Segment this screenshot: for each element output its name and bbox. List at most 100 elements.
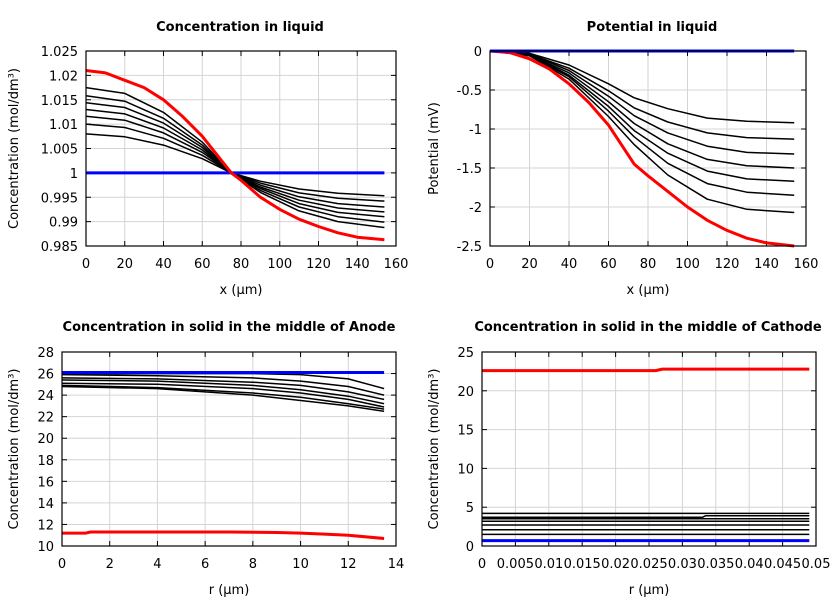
series-line-3 [85, 101, 385, 218]
plot-frame [85, 50, 397, 247]
plot-frame [489, 50, 807, 247]
series-line-4 [85, 108, 385, 213]
x-tick-label: 8 [249, 557, 257, 572]
x-tick-label: 100 [267, 257, 292, 272]
x-tick-label: 0.005 [497, 557, 534, 572]
y-tick-label: 28 [37, 346, 54, 361]
y-tick-label: 0.995 [41, 191, 78, 206]
x-tick-label: 120 [715, 257, 740, 272]
x-tick-label: 6 [201, 557, 209, 572]
chart-title: Concentration in solid in the middle of … [63, 320, 396, 335]
x-tick-label: 80 [233, 257, 250, 272]
y-tick-label: -1 [469, 123, 482, 138]
x-tick-label: 0.02 [601, 557, 630, 572]
subplot-2: 0 20 40 60 80 100 120 140 160 -2.5 -2 -1.5 -1 -0.5 0 Po… [427, 20, 818, 298]
x-tick-label: 10 [292, 557, 309, 572]
y-tick-label: 0 [466, 540, 474, 555]
y-tick-label: 1.005 [41, 143, 78, 158]
subplot-1: 0 20 40 60 80 100 120 140 160 0.985 0.99 0.995 1 1.00… [7, 20, 408, 298]
x-tick-label: 4 [153, 557, 161, 572]
x-tick-label: 80 [640, 257, 657, 272]
x-tick-label: 0.045 [764, 557, 801, 572]
series-line-9 [85, 69, 385, 242]
y-tick-label: 10 [37, 540, 54, 555]
subplot-4: 0 0.005 0.01 0.015 0.02 0.025 0.03 0.035 0.04 0.0… [427, 320, 830, 598]
chart-title: Concentration in liquid [156, 20, 324, 35]
y-axis-label: Potential (mV) [427, 102, 442, 195]
y-tick-label: -1.5 [457, 162, 482, 177]
series-line-2 [482, 514, 810, 519]
y-tick-label: 0.985 [41, 240, 78, 255]
x-tick-label: 12 [340, 557, 357, 572]
x-tick-label: 60 [600, 257, 617, 272]
series-line-2 [489, 50, 795, 140]
series-line-7 [85, 133, 385, 197]
x-tick-label: 60 [194, 257, 211, 272]
x-axis-label: r (µm) [209, 583, 250, 598]
y-axis-label: Concentration (mol/dm³) [7, 68, 22, 229]
series-line-8 [489, 49, 795, 248]
y-tick-label: 1.02 [49, 69, 78, 84]
series-line-1 [85, 86, 385, 229]
x-axis-label: x (µm) [220, 283, 263, 298]
x-tick-label: 0.035 [697, 557, 734, 572]
x-tick-label: 160 [384, 257, 409, 272]
x-tick-label: 0 [58, 557, 66, 572]
x-tick-label: 2 [106, 557, 114, 572]
series-line-7 [489, 50, 795, 214]
x-tick-label: 20 [521, 257, 538, 272]
x-tick-label: 0.015 [564, 557, 601, 572]
x-tick-label: 0.01 [534, 557, 563, 572]
y-tick-label: -2.5 [457, 240, 482, 255]
x-tick-label: 14 [388, 557, 405, 572]
plot-frame [61, 351, 397, 547]
x-tick-label: 20 [116, 257, 133, 272]
x-tick-label: 160 [794, 257, 819, 272]
series-line-5 [61, 382, 385, 408]
x-tick-label: 0.025 [630, 557, 667, 572]
y-axis-label: Concentration (mol/dm³) [7, 369, 22, 530]
y-tick-label: 0 [474, 45, 482, 60]
series-line-6 [489, 50, 795, 197]
series-line-7 [61, 385, 385, 413]
chart-title: Concentration in solid in the middle of … [474, 320, 822, 335]
subplot-3: 0 2 4 6 8 10 12 1410121416182022242628Concentra… [7, 320, 404, 598]
y-tick-label: 20 [37, 432, 54, 447]
x-tick-label: 0 [486, 257, 494, 272]
y-tick-label: 24 [37, 389, 54, 404]
series-line-3 [61, 377, 385, 401]
series-line-6 [61, 384, 385, 410]
y-tick-label: 14 [37, 497, 54, 512]
series-line-3 [489, 50, 795, 155]
plot-frame [481, 351, 817, 547]
y-tick-label: 1 [70, 167, 78, 182]
x-tick-label: 0.05 [802, 557, 831, 572]
x-tick-label: 40 [155, 257, 172, 272]
y-tick-label: 15 [457, 424, 474, 439]
y-tick-label: 5 [466, 501, 474, 516]
x-tick-label: 120 [306, 257, 331, 272]
y-tick-label: 26 [37, 368, 54, 383]
y-tick-label: 12 [37, 518, 54, 533]
x-tick-label: 0 [478, 557, 486, 572]
chart-title: Potential in liquid [587, 20, 718, 35]
series-line-9 [482, 367, 810, 373]
x-tick-label: 0.03 [668, 557, 697, 572]
series-line-9 [62, 530, 385, 540]
series-line-6 [85, 123, 385, 202]
x-tick-label: 140 [345, 257, 370, 272]
y-tick-label: -2 [469, 201, 482, 216]
series-line-2 [61, 373, 385, 396]
y-tick-label: 1.025 [41, 45, 78, 60]
x-axis-label: x (µm) [627, 283, 670, 298]
series-line-1 [489, 50, 795, 124]
y-tick-label: 10 [457, 462, 474, 477]
x-tick-label: 0.04 [735, 557, 764, 572]
series-line-4 [489, 50, 795, 169]
y-tick-label: 20 [457, 385, 474, 400]
x-tick-label: 140 [754, 257, 779, 272]
y-tick-label: 0.99 [49, 216, 78, 231]
x-tick-label: 40 [561, 257, 578, 272]
y-tick-label: 18 [37, 454, 54, 469]
